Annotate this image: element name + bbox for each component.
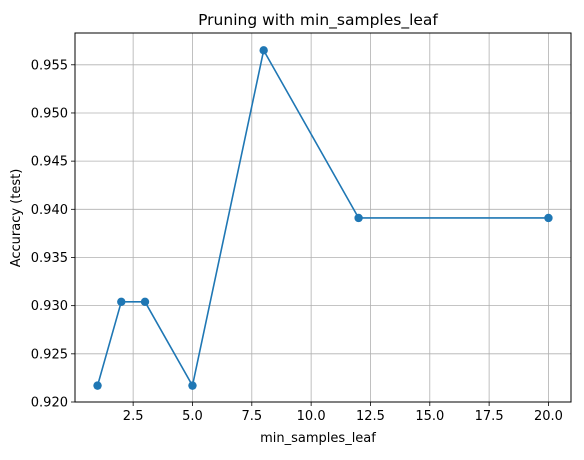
series-marker-layer	[93, 46, 553, 390]
x-tick-label: 2.5	[123, 409, 144, 424]
y-tick-label: 0.950	[31, 106, 68, 121]
chart-title: Pruning with min_samples_leaf	[198, 11, 438, 30]
data-point	[259, 46, 268, 55]
x-tick-label: 20.0	[534, 409, 563, 424]
data-point	[188, 381, 197, 390]
data-point	[544, 213, 553, 223]
x-tick-label: 17.5	[475, 409, 504, 424]
plot-frame	[74, 32, 572, 403]
x-tick-label: 10.0	[297, 409, 326, 424]
data-point	[354, 213, 363, 223]
data-point	[117, 297, 126, 307]
data-point	[93, 381, 102, 390]
x-tick-label: 5.0	[182, 409, 203, 424]
y-tick-label: 0.930	[31, 299, 68, 314]
y-axis-label: Accuracy (test)	[9, 169, 24, 268]
series-line	[96, 49, 549, 387]
y-axis-ticks: 0.920 0.925 0.930 0.935 0.940 0.945 0.950 0.955	[31, 58, 75, 411]
x-axis-ticks: 2.5 5.0 7.5 10.0 12.5 15.0 17.5 20.0	[123, 402, 563, 424]
y-tick-label: 0.935	[31, 251, 68, 266]
y-tick-label: 0.920	[31, 396, 68, 411]
x-tick-label: 12.5	[356, 409, 385, 424]
x-tick-label: 7.5	[241, 409, 262, 424]
y-tick-label: 0.945	[31, 155, 68, 170]
series-line-layer	[96, 49, 549, 387]
x-axis-label: min_samples_leaf	[260, 431, 376, 446]
y-tick-label: 0.925	[31, 347, 68, 362]
data-point	[140, 297, 150, 307]
x-tick-label: 15.0	[415, 409, 444, 424]
y-tick-label: 0.940	[31, 203, 68, 218]
y-tick-label: 0.955	[31, 58, 68, 73]
